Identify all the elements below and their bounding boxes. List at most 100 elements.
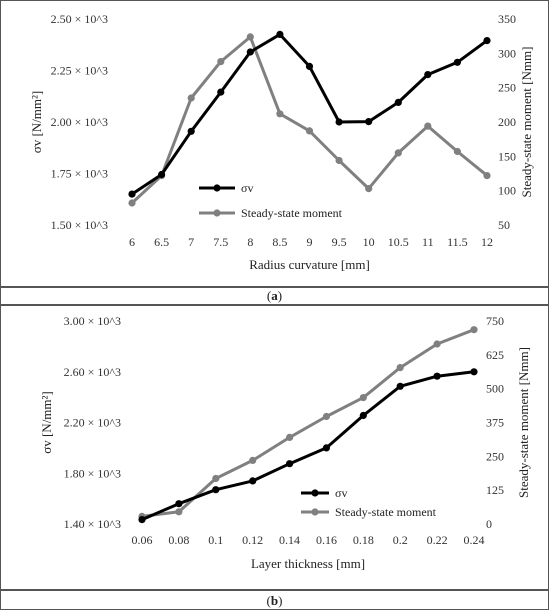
data-point-moment <box>276 110 284 118</box>
x-tick-label: 11.5 <box>447 235 468 249</box>
x-tick-label: 8.5 <box>272 235 287 249</box>
y-right-tick-label: 125 <box>486 483 504 497</box>
y-right-tick-label: 300 <box>498 46 516 60</box>
data-point-sigma <box>175 500 183 508</box>
data-point-moment <box>246 33 254 41</box>
y-right-tick-label: 50 <box>498 218 510 232</box>
y-left-tick-label: 2.25 × 10^3 <box>51 64 108 78</box>
series-line-moment <box>130 35 488 205</box>
data-point-sigma <box>212 486 220 494</box>
x-tick-label: 0.1 <box>208 533 223 547</box>
y-right-axis-title: Steady-state moment [Nmm] <box>516 347 531 498</box>
legend-label: σv <box>241 181 253 195</box>
legend-label: Steady-state moment <box>241 206 343 220</box>
data-point-sigma <box>276 30 284 38</box>
x-tick-label: 9 <box>307 235 313 249</box>
legend-label: Steady-state moment <box>335 505 437 519</box>
y-left-tick-label: 1.50 × 10^3 <box>51 218 108 232</box>
data-point-sigma <box>158 170 166 179</box>
y-left-tick-label: 1.80 × 10^3 <box>64 466 121 480</box>
x-tick-label: 0.16 <box>316 533 337 547</box>
data-point-sigma <box>335 118 343 126</box>
chart-panel-a: 1.50 × 10^3 1.75 × 10^3 2.00 × 10^3 2.25 × … <box>0 0 549 287</box>
data-point-moment <box>175 508 183 516</box>
x-tick-label: 0.14 <box>279 533 300 547</box>
series-line-moment <box>141 328 475 518</box>
data-point-sigma <box>359 411 367 420</box>
legend-swatch-marker <box>311 489 319 497</box>
x-tick-label: 0.08 <box>168 533 189 547</box>
chart-a-svg: 1.50 × 10^3 1.75 × 10^3 2.00 × 10^3 2.25 × … <box>29 12 534 272</box>
series-line-sigma <box>141 370 475 521</box>
y-left-tick-label: 1.75 × 10^3 <box>51 167 108 181</box>
y-right-axis-title: Steady-state moment [Nmm] <box>519 47 534 198</box>
y-right-tick-label: 200 <box>498 115 516 129</box>
caption-b: (b) <box>1 593 548 609</box>
y-right-tick-label: 0 <box>486 517 492 531</box>
x-tick-label: 0.24 <box>464 533 485 547</box>
x-tick-label: 10 <box>363 235 375 249</box>
data-point-sigma <box>305 62 314 70</box>
y-left-tick-label: 2.50 × 10^3 <box>51 12 108 26</box>
caption-b-frame: (b) <box>0 590 549 610</box>
caption-b-open: ( <box>266 593 271 608</box>
x-axis-title: Layer thickness [mm] <box>251 556 365 571</box>
caption-a-frame: (a) <box>0 287 549 305</box>
data-point-moment <box>396 364 404 372</box>
data-point-sigma <box>433 372 441 380</box>
x-axis-title: Radius curvature [mm] <box>249 257 370 272</box>
y-left-axis-title: σv [N/mm²] <box>39 391 54 454</box>
data-point-moment <box>322 412 330 421</box>
data-point-moment <box>335 156 343 165</box>
x-tick-label: 12 <box>481 235 493 249</box>
data-point-moment <box>305 127 314 135</box>
legend-swatch-marker <box>311 508 319 516</box>
x-tick-label: 6 <box>129 235 135 249</box>
y-left-tick-label: 2.60 × 10^3 <box>64 365 121 379</box>
x-tick-label: 0.06 <box>132 533 153 547</box>
legend-swatch-marker <box>213 209 221 217</box>
data-point-moment <box>394 149 402 157</box>
chart-b-svg: 1.40 × 10^3 1.80 × 10^3 2.20 × 10^3 2.60 × … <box>39 314 531 571</box>
caption-a: (a) <box>1 288 548 304</box>
x-tick-label: 7.5 <box>213 235 228 249</box>
x-tick-label: 11 <box>422 235 434 249</box>
data-point-sigma <box>322 444 330 452</box>
data-point-sigma <box>453 58 461 66</box>
y-right-tick-label: 150 <box>498 149 516 163</box>
data-point-moment <box>212 474 220 483</box>
x-tick-label: 0.22 <box>427 533 448 547</box>
y-left-tick-label: 2.00 × 10^3 <box>51 115 108 129</box>
data-point-sigma <box>470 368 478 376</box>
data-point-sigma <box>396 382 404 390</box>
data-point-sigma <box>286 460 294 468</box>
data-point-moment <box>286 433 294 441</box>
legend-label: σv <box>335 486 347 500</box>
data-point-sigma <box>128 190 136 198</box>
x-tick-label: 7 <box>188 235 194 249</box>
data-point-moment <box>433 340 441 348</box>
y-right-tick-label: 625 <box>486 348 504 362</box>
data-point-moment <box>359 394 367 402</box>
data-point-sigma <box>249 477 257 485</box>
caption-b-label: b <box>270 593 279 608</box>
chart-panel-b: 1.40 × 10^3 1.80 × 10^3 2.20 × 10^3 2.60 × … <box>0 305 549 590</box>
data-point-sigma <box>365 118 373 126</box>
data-point-sigma <box>187 127 195 135</box>
y-right-tick-label: 250 <box>498 81 516 95</box>
x-tick-label: 8 <box>247 235 253 249</box>
data-point-moment <box>470 326 478 334</box>
data-point-moment <box>483 172 491 180</box>
x-tick-label: 9.5 <box>332 235 347 249</box>
data-point-moment <box>128 199 136 207</box>
data-point-sigma <box>138 516 146 524</box>
x-tick-label: 0.18 <box>353 533 374 547</box>
data-point-moment <box>187 94 195 102</box>
data-point-sigma <box>217 88 225 96</box>
y-left-tick-label: 3.00 × 10^3 <box>64 314 121 328</box>
legend-swatch-marker <box>213 184 221 192</box>
x-tick-label: 0.12 <box>242 533 263 547</box>
y-right-tick-label: 250 <box>486 449 504 463</box>
y-left-tick-label: 2.20 × 10^3 <box>64 416 121 430</box>
